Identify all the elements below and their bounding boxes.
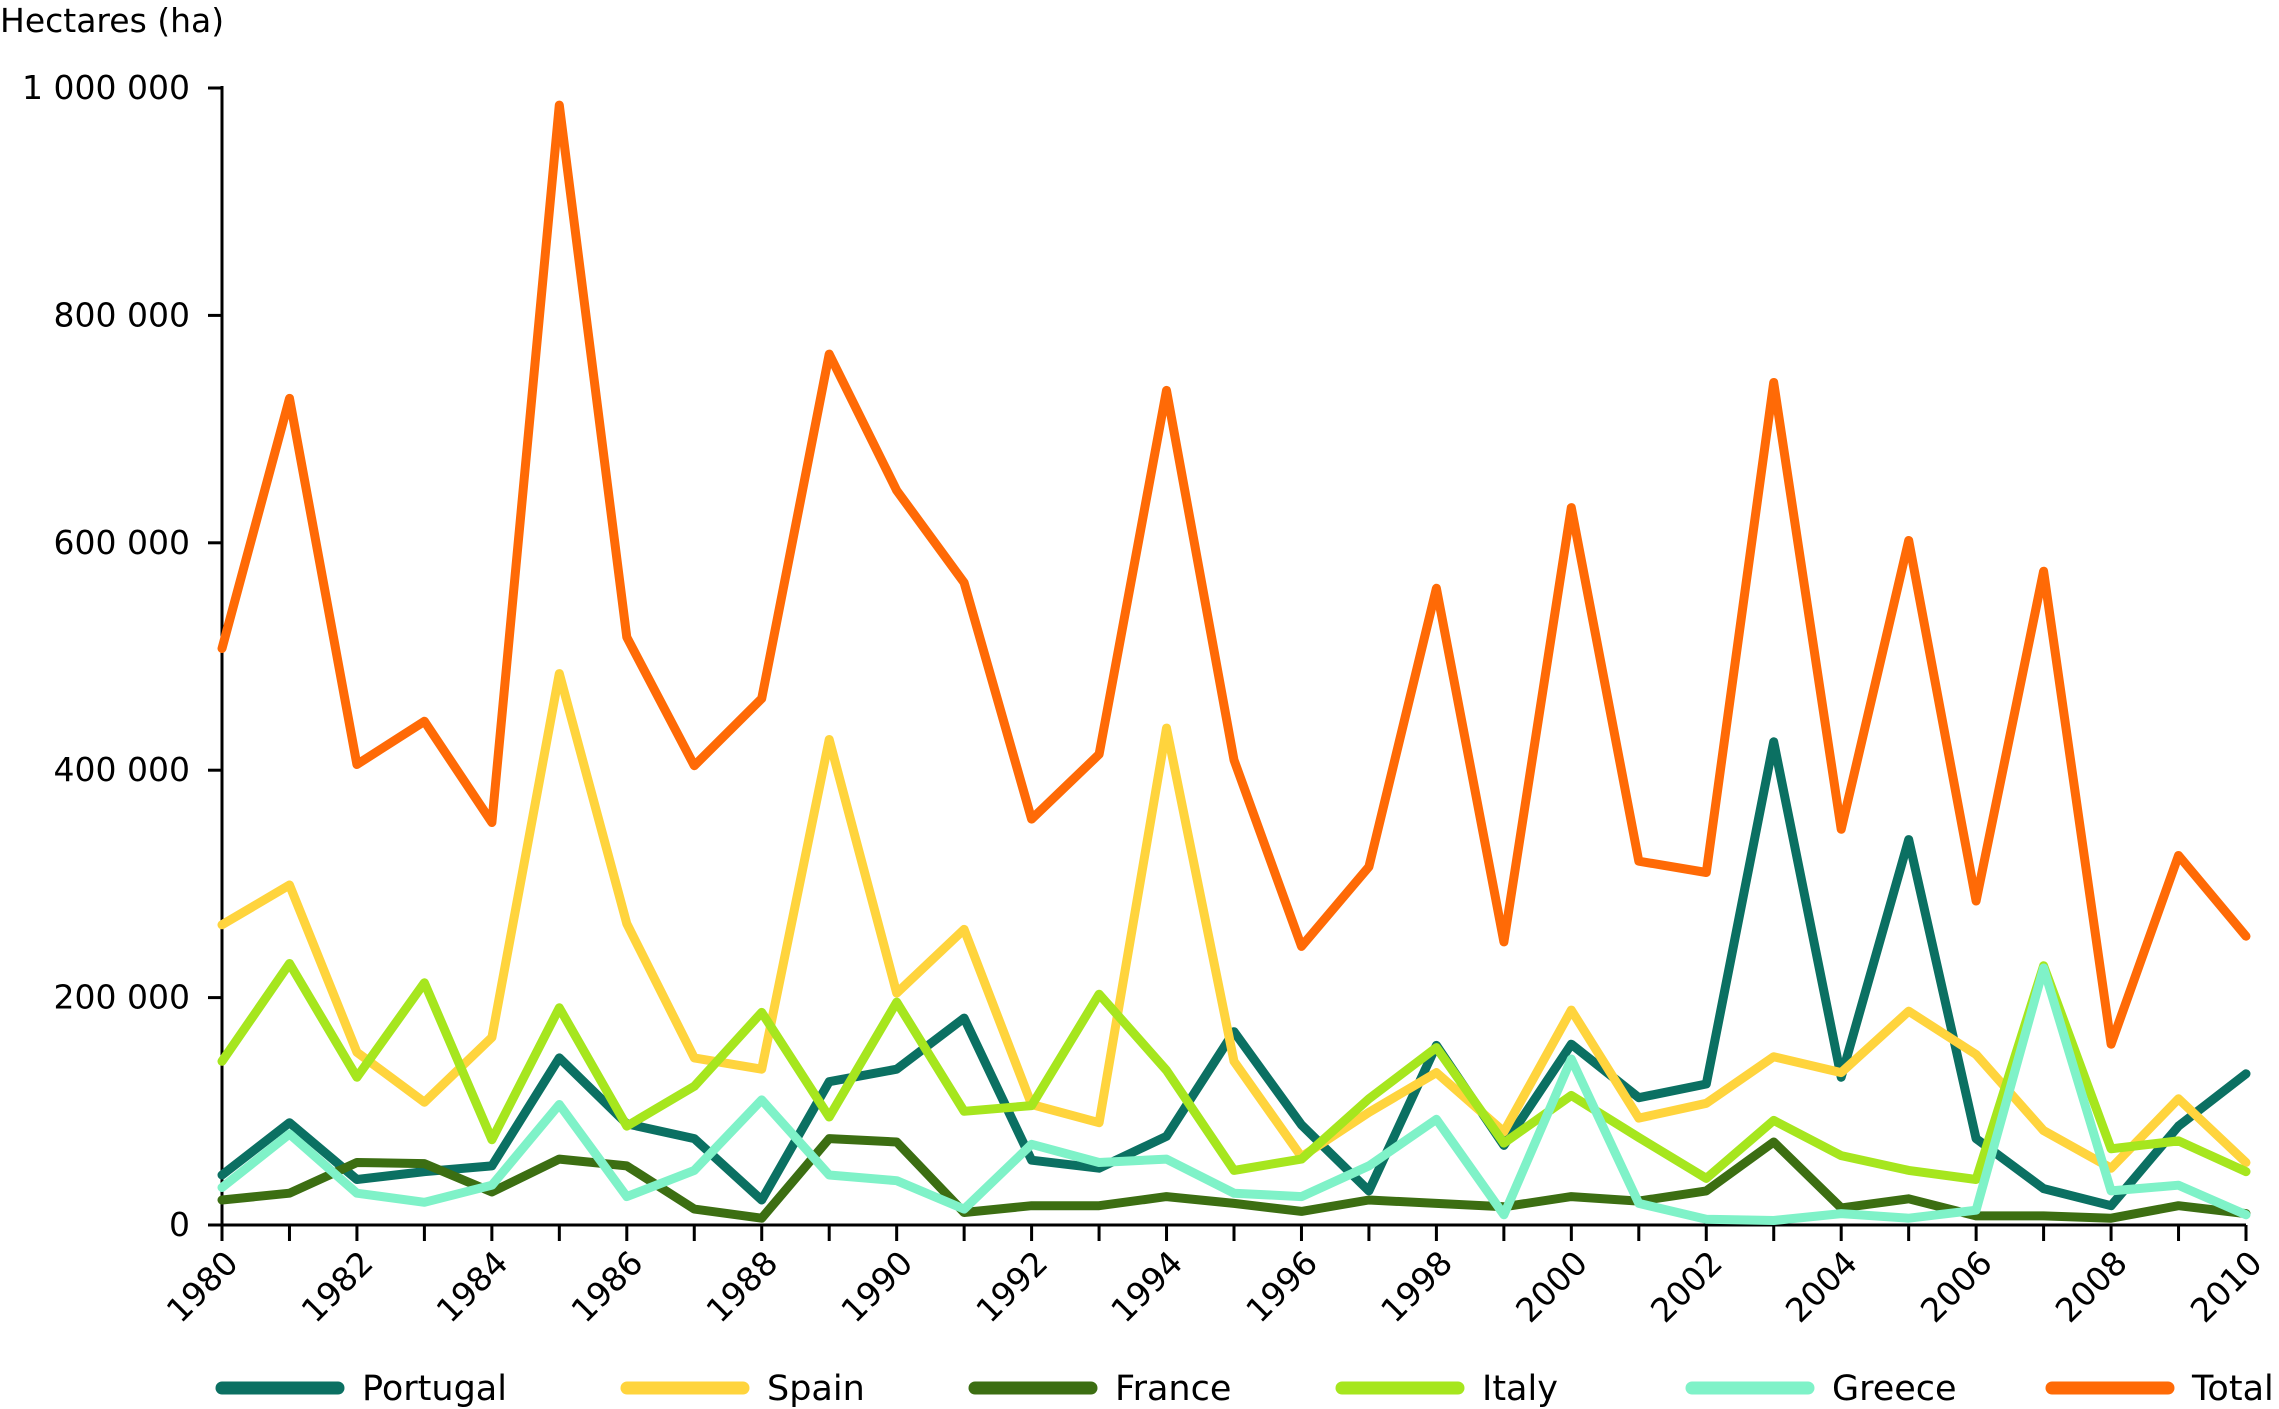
y-tick-label: 600 000: [54, 523, 190, 562]
x-tick-label: 2006: [1913, 1243, 2000, 1330]
series-line-italy: [217, 959, 2251, 1184]
x-tick-label: 2004: [1778, 1243, 1865, 1330]
x-tick-label: 2000: [1508, 1243, 1595, 1330]
x-tick-label: 1988: [698, 1243, 785, 1330]
series-line-france: [217, 1134, 2251, 1223]
y-tick-label: 800 000: [54, 295, 190, 334]
y-tick-label: 400 000: [54, 750, 190, 789]
legend-label-spain: Spain: [767, 1369, 865, 1409]
x-tick-label: 2010: [2183, 1243, 2270, 1330]
series-line-portugal: [217, 737, 2251, 1211]
x-tick-label: 1996: [1238, 1243, 1325, 1330]
x-tick-label: 2002: [1643, 1243, 1730, 1330]
y-tick-label: 200 000: [54, 978, 190, 1017]
x-tick-label: 1984: [429, 1243, 516, 1330]
legend: Portugal Spain France Italy Greece Total: [215, 1369, 2274, 1409]
x-tick-label: 1990: [833, 1243, 920, 1330]
series-line-spain: [217, 669, 2251, 1173]
legend-label-italy: Italy: [1482, 1369, 1558, 1409]
legend-label-total: Total: [2191, 1369, 2274, 1409]
series-line-greece: [217, 963, 2251, 1225]
y-tick-label: 0: [169, 1205, 190, 1244]
legend-label-greece: Greece: [1832, 1369, 1957, 1409]
y-tick-label: 1 000 000: [22, 68, 190, 107]
x-tick-label: 2008: [2048, 1243, 2135, 1330]
x-tick-label: 1992: [968, 1243, 1055, 1330]
x-tick-label: 1986: [563, 1243, 650, 1330]
y-axis-title: Hectares (ha): [0, 1, 224, 40]
axes: 0 200 000 400 000 600 000 800 000 1 000 000 19…: [22, 68, 2270, 1330]
x-tick-label: 1982: [294, 1243, 381, 1330]
x-tick-label: 1994: [1103, 1243, 1190, 1330]
series-lines: [217, 100, 2251, 1225]
legend-label-france: France: [1115, 1369, 1231, 1409]
series-line-total: [217, 100, 2251, 1049]
x-tick-label: 1980: [159, 1243, 246, 1330]
legend-label-portugal: Portugal: [362, 1369, 507, 1409]
x-tick-label: 1998: [1373, 1243, 1460, 1330]
